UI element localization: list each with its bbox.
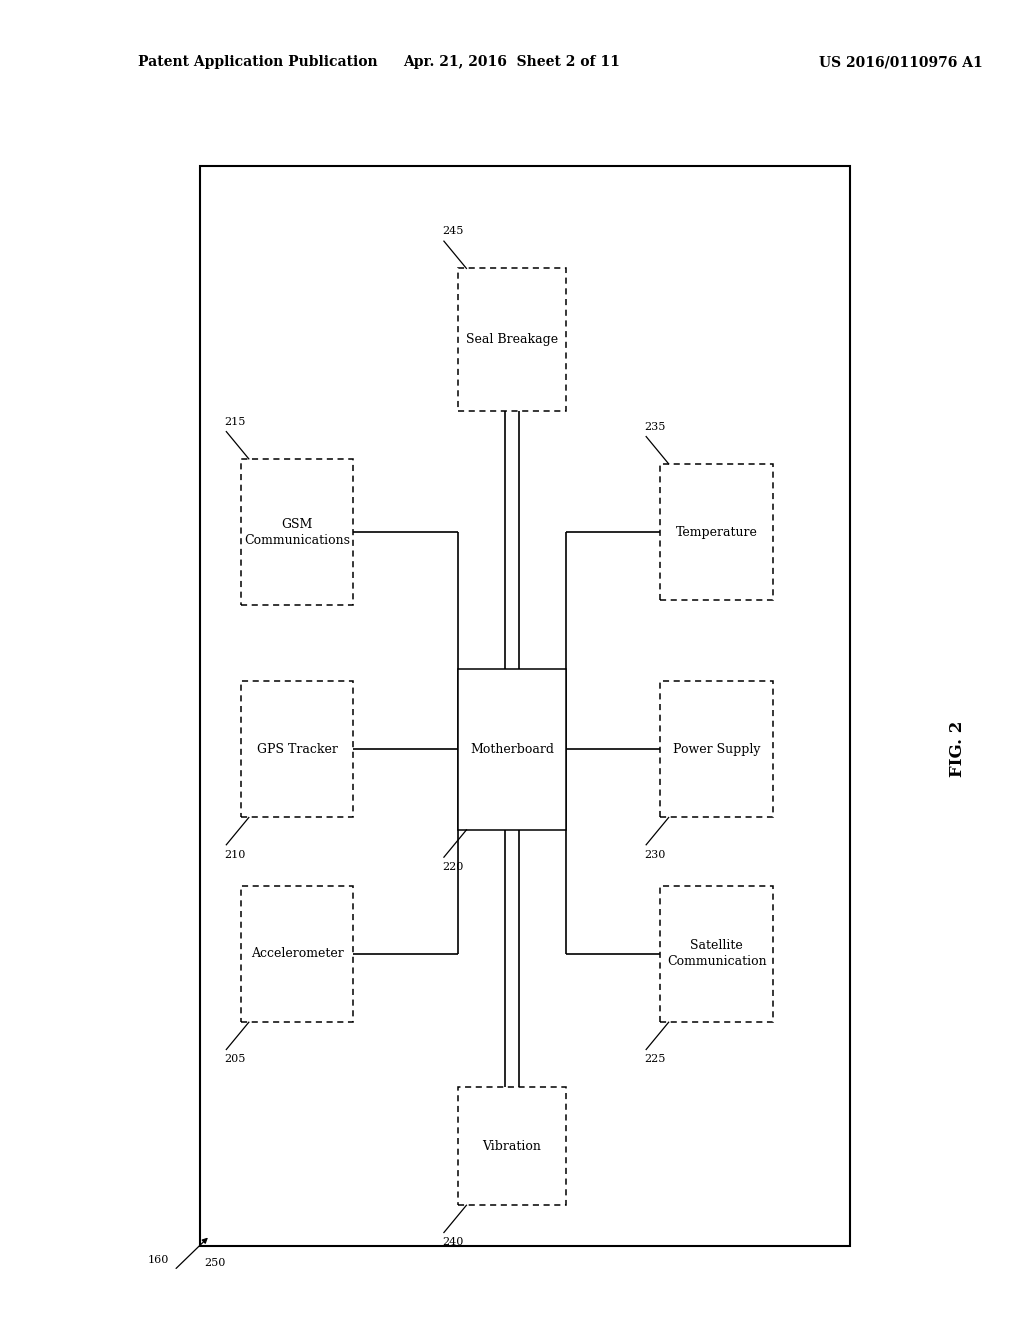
Text: Motherboard: Motherboard bbox=[470, 743, 554, 756]
Text: 250: 250 bbox=[204, 1258, 225, 1269]
Text: 215: 215 bbox=[224, 417, 246, 426]
Text: 245: 245 bbox=[442, 226, 463, 236]
Text: Temperature: Temperature bbox=[676, 525, 758, 539]
Bar bbox=[200, 166, 850, 1246]
Text: Seal Breakage: Seal Breakage bbox=[466, 333, 558, 346]
Text: Vibration: Vibration bbox=[482, 1139, 542, 1152]
Text: Satellite
Communication: Satellite Communication bbox=[667, 940, 767, 969]
Text: Accelerometer: Accelerometer bbox=[251, 948, 343, 961]
Text: 230: 230 bbox=[644, 850, 666, 859]
Bar bbox=[241, 886, 353, 1022]
Text: Power Supply: Power Supply bbox=[673, 743, 761, 756]
Bar bbox=[241, 681, 353, 817]
Text: Apr. 21, 2016  Sheet 2 of 11: Apr. 21, 2016 Sheet 2 of 11 bbox=[403, 55, 621, 70]
Text: 225: 225 bbox=[644, 1055, 666, 1064]
Text: 160: 160 bbox=[147, 1255, 169, 1266]
Bar bbox=[660, 681, 773, 817]
Text: 210: 210 bbox=[224, 850, 246, 859]
Text: GSM
Communications: GSM Communications bbox=[244, 517, 350, 546]
Text: US 2016/0110976 A1: US 2016/0110976 A1 bbox=[819, 55, 983, 70]
Bar bbox=[660, 463, 773, 601]
Text: 240: 240 bbox=[442, 1237, 463, 1247]
Text: 235: 235 bbox=[644, 421, 666, 432]
Text: 220: 220 bbox=[442, 862, 463, 873]
Text: GPS Tracker: GPS Tracker bbox=[257, 743, 337, 756]
Bar bbox=[459, 1088, 565, 1205]
Bar bbox=[459, 268, 565, 411]
Bar bbox=[459, 668, 565, 830]
Text: 205: 205 bbox=[224, 1055, 246, 1064]
Bar bbox=[241, 459, 353, 606]
Text: Patent Application Publication: Patent Application Publication bbox=[138, 55, 378, 70]
Text: FIG. 2: FIG. 2 bbox=[949, 721, 966, 777]
Bar bbox=[660, 886, 773, 1022]
